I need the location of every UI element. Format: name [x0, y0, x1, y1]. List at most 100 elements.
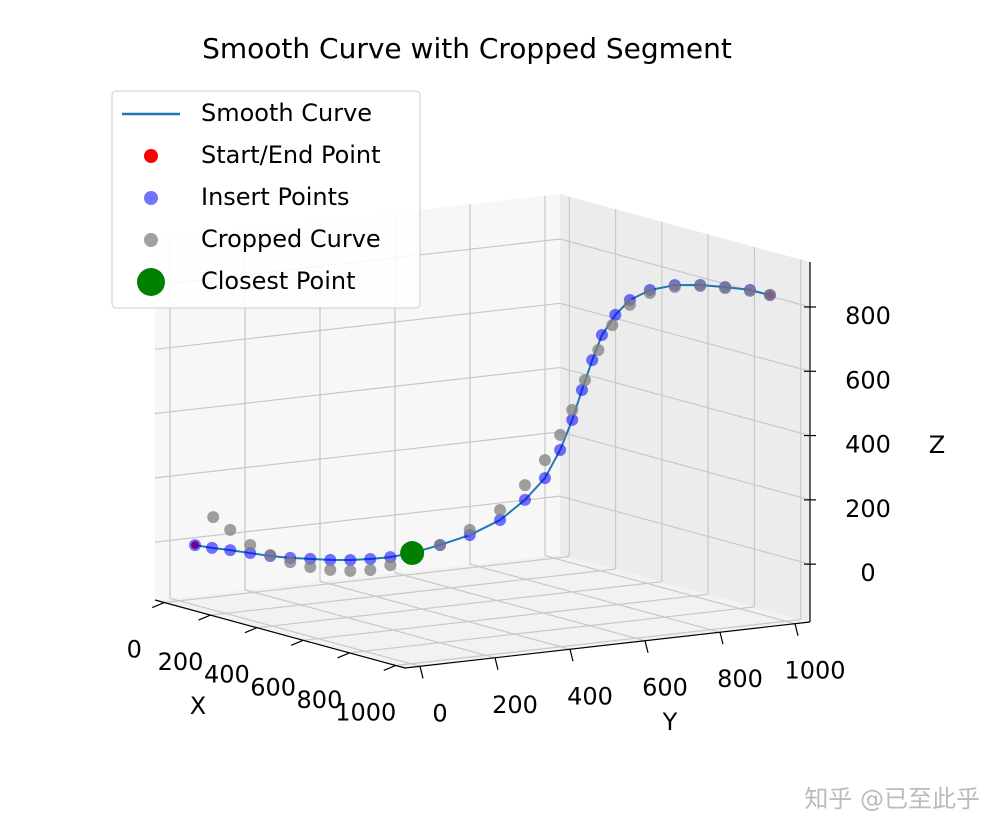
x-tick [383, 664, 396, 672]
data-point [592, 344, 605, 357]
data-point [434, 538, 447, 551]
legend-label: Smooth Curve [201, 99, 372, 127]
data-point [324, 553, 337, 566]
data-point [344, 564, 357, 577]
z-tick-label: 0 [860, 559, 875, 587]
back-pane [560, 194, 810, 622]
data-point [224, 523, 237, 536]
data-point [494, 513, 507, 526]
data-point [623, 298, 636, 311]
grid-line [256, 581, 662, 629]
legend-label: Closest Point [201, 267, 356, 295]
grid-line [154, 366, 561, 415]
grid-line [559, 302, 811, 372]
legend-marker [137, 268, 165, 296]
watermark: 知乎 @已至此乎 [804, 785, 980, 813]
data-point [206, 541, 219, 554]
y-tick-label: 1000 [784, 657, 845, 685]
data-point [189, 539, 202, 552]
data-point [743, 284, 756, 297]
grid-line [210, 568, 616, 616]
data-point [606, 319, 619, 332]
data-point [668, 281, 681, 294]
chart-title: Smooth Curve with Cropped Segment [202, 32, 732, 65]
legend-marker [144, 191, 158, 205]
data-point [538, 454, 551, 467]
grid-line [349, 606, 755, 654]
y-tick-label: 600 [642, 674, 688, 702]
y-tick [494, 657, 499, 670]
legend-label: Cropped Curve [201, 225, 381, 253]
x-tick-label: 0 [127, 636, 142, 664]
data-point [207, 511, 220, 524]
data-point [518, 493, 531, 506]
data-point [304, 560, 317, 573]
floor-pane [155, 554, 810, 668]
z-axis-label: Z [929, 431, 945, 459]
data-point [578, 374, 591, 387]
data-point [566, 403, 579, 416]
legend-label: Insert Points [201, 183, 350, 211]
x-axis-label: X [190, 692, 206, 720]
data-point [586, 354, 599, 367]
x-tick [198, 614, 211, 621]
x-tick-label: 800 [297, 686, 343, 714]
y-tick-label: 800 [717, 665, 763, 693]
data-point [324, 563, 337, 576]
x-tick [290, 639, 304, 646]
x-tick [337, 652, 350, 659]
legend-marker [144, 233, 158, 247]
y-tick-label: 0 [432, 699, 447, 727]
data-point [566, 413, 579, 426]
y-tick [569, 649, 574, 662]
grid-line [319, 580, 571, 650]
data-point [364, 553, 377, 566]
legend-marker [144, 149, 158, 163]
data-point [763, 289, 776, 302]
grid-line [154, 431, 561, 479]
data-point [609, 308, 622, 321]
x-tick [152, 601, 165, 609]
grid-line [559, 495, 811, 565]
data-point [719, 282, 732, 295]
data-point [463, 523, 476, 536]
y-tick-label: 200 [492, 691, 538, 719]
grid-line [395, 618, 801, 667]
data-point [494, 504, 507, 517]
x-tick-label: 400 [204, 661, 250, 689]
data-point [264, 549, 277, 562]
y-tick [794, 623, 799, 636]
grid-line [394, 572, 646, 642]
data-point [694, 279, 707, 292]
data-point [554, 428, 567, 441]
data-point [595, 329, 608, 342]
y-tick [419, 666, 424, 679]
data-point [518, 479, 531, 492]
x-tick-label: 600 [250, 673, 296, 701]
data-point [554, 444, 567, 457]
data-point [224, 544, 237, 557]
x-tick [244, 627, 258, 634]
grid-line [154, 495, 561, 543]
data-point [643, 286, 656, 299]
y-axis-label: Y [662, 708, 678, 736]
grid-line [469, 563, 721, 633]
data-point [244, 539, 257, 552]
grid-line [164, 555, 570, 604]
data-point [400, 541, 425, 566]
grid-line [244, 589, 496, 659]
x-tick-label: 1000 [335, 698, 396, 726]
z-tick-label: 400 [845, 431, 891, 459]
legend: Smooth Curve Start/End Point Insert Points… [111, 90, 421, 309]
y-tick [719, 632, 724, 645]
grid-line [169, 597, 421, 667]
data-point [344, 553, 357, 566]
grid-line [303, 593, 709, 641]
z-tick-label: 800 [845, 302, 891, 330]
legend-box [111, 90, 421, 309]
data-point [538, 472, 551, 485]
grid-line [544, 555, 796, 625]
y-tick [644, 640, 649, 653]
